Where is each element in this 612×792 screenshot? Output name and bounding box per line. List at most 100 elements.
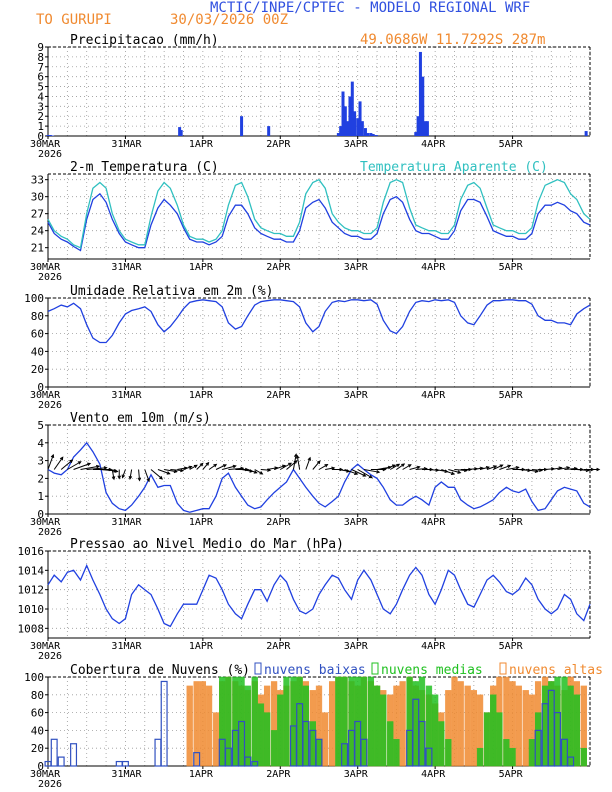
x-tick-label: 5APR	[499, 517, 524, 528]
x-tick-label: 3APR	[344, 641, 369, 652]
wind-arrow	[325, 467, 335, 470]
panel-title: Vento em 10m (m/s)	[70, 411, 211, 426]
x-tick-label: 2APR	[266, 139, 291, 150]
wind-arrow-head	[159, 475, 164, 480]
wind-arrow-head	[117, 475, 122, 480]
wind-arrow-head	[396, 463, 401, 468]
x-tick-label: 1APR	[189, 517, 214, 528]
y-tick-label: 100	[24, 292, 44, 305]
wind-arrow	[402, 464, 412, 470]
x-tick-label: 30MAR	[30, 139, 61, 150]
x-tick-label: 1APR	[189, 139, 214, 150]
cloud-bar-nuvens-medias	[425, 685, 433, 767]
x-year-label: 2026	[38, 779, 62, 790]
wind-arrow-head	[259, 471, 264, 475]
cloud-bar-nuvens-baixas	[251, 760, 259, 767]
wind-arrow-head	[493, 465, 498, 469]
cloud-bar-nuvens-altas	[470, 690, 478, 767]
y-tick-label: 0	[37, 381, 44, 394]
cloud-bar-nuvens-baixas	[193, 752, 201, 767]
cloud-bar-nuvens-baixas	[360, 738, 368, 767]
wind-arrow	[150, 469, 163, 480]
cloud-bar-nuvens-medias	[406, 676, 413, 767]
panel-title: Cobertura de Nuvens (%)	[70, 663, 250, 678]
x-tick-label: 31MAR	[111, 390, 142, 401]
y-tick-label: 40	[31, 345, 44, 358]
cloud-bar-nuvens-baixas	[302, 720, 310, 767]
cloud-bar-nuvens-medias	[412, 681, 419, 767]
cloud-bar-nuvens-altas	[451, 676, 458, 767]
cloud-bar-nuvens-medias	[244, 685, 251, 767]
wind-arrow-head	[188, 465, 193, 470]
cloud-bar-nuvens-baixas	[70, 743, 78, 767]
cloud-bar-nuvens-baixas	[560, 738, 568, 767]
y-tick-label: 1010	[18, 603, 45, 616]
y-tick-label: 1008	[18, 622, 45, 635]
legend-label: nuvens medias	[381, 663, 483, 678]
wind-arrow	[557, 466, 570, 470]
wind-arrow	[389, 463, 400, 470]
wind-arrow-head	[295, 454, 300, 459]
temperature-line	[47, 192, 591, 252]
wind-arrow	[525, 469, 538, 473]
panel-6: 0 20 40 60 80 100 30MAR 31MAR 1APR 2APR 3APR 4APR 5A…	[24, 662, 603, 790]
wind-arrow-head	[566, 466, 571, 470]
wind-arrow	[47, 454, 54, 470]
y-tick-label: 100	[24, 671, 44, 684]
wind-arrow	[105, 469, 118, 473]
wind-arrow-head	[499, 464, 504, 468]
y-tick-label: 60	[31, 707, 44, 720]
x-tick-label: 5APR	[499, 390, 524, 401]
cloud-bar-nuvens-medias	[438, 721, 445, 767]
precip-bar	[336, 133, 340, 136]
wind-arrow	[454, 469, 467, 472]
x-tick-label: 2APR	[266, 769, 291, 780]
panel-4: 0 1 2 3 4 5 30MAR 31MAR 1APR 2APR 3APR 4APR 5APR 2026…	[30, 411, 601, 538]
wind-arrow	[441, 469, 455, 475]
wind-arrow	[215, 464, 227, 470]
precip-bar	[423, 121, 427, 136]
y-tick-label: 60	[31, 328, 44, 341]
wind-arrow-head	[391, 464, 397, 468]
x-tick-label: 1APR	[189, 769, 214, 780]
wind-arrow-head	[407, 464, 412, 468]
run-date-label: 30/03/2026 00Z	[170, 12, 288, 28]
x-tick-label: 30MAR	[30, 517, 61, 528]
legend-swatch	[254, 662, 262, 675]
wind-arrow	[383, 464, 396, 470]
y-tick-label: 2	[37, 110, 44, 123]
cloud-bar-nuvens-medias	[496, 712, 503, 767]
x-year-label: 2026	[38, 400, 62, 411]
x-tick-label: 31MAR	[111, 769, 142, 780]
precip-bar	[369, 133, 373, 136]
x-tick-label: 3APR	[344, 769, 369, 780]
wind-arrow-head	[507, 464, 512, 469]
y-tick-label: 4	[37, 90, 44, 103]
wind-arrow	[415, 468, 427, 470]
y-tick-label: 33	[31, 174, 44, 187]
precip-bar	[371, 134, 375, 136]
wind-arrow-head	[111, 476, 116, 481]
wind-arrow-head	[596, 467, 601, 472]
cloud-bar-nuvens-medias	[296, 676, 303, 767]
wind-arrow-head	[515, 465, 520, 470]
x-tick-label: 30MAR	[30, 641, 61, 652]
precip-bar	[356, 118, 360, 136]
wind-arrow	[80, 465, 100, 470]
wind-arrow	[60, 459, 73, 470]
cloud-bar-nuvens-baixas	[224, 747, 232, 767]
wind-arrow-head	[307, 456, 311, 461]
cloud-bar-nuvens-medias	[219, 676, 226, 767]
wind-arrow	[247, 469, 257, 474]
precip-bar	[178, 127, 182, 136]
cloud-bar-nuvens-medias	[573, 694, 580, 767]
wind-arrow-head	[339, 467, 344, 472]
cloud-bar-nuvens-medias	[257, 703, 265, 767]
cloud-bar-nuvens-baixas	[567, 756, 575, 767]
precip-bar	[360, 121, 364, 136]
cloud-bar-nuvens-medias	[534, 712, 542, 767]
wind-arrow	[138, 469, 141, 481]
x-tick-label: 5APR	[499, 641, 524, 652]
wind-arrow	[448, 469, 461, 474]
